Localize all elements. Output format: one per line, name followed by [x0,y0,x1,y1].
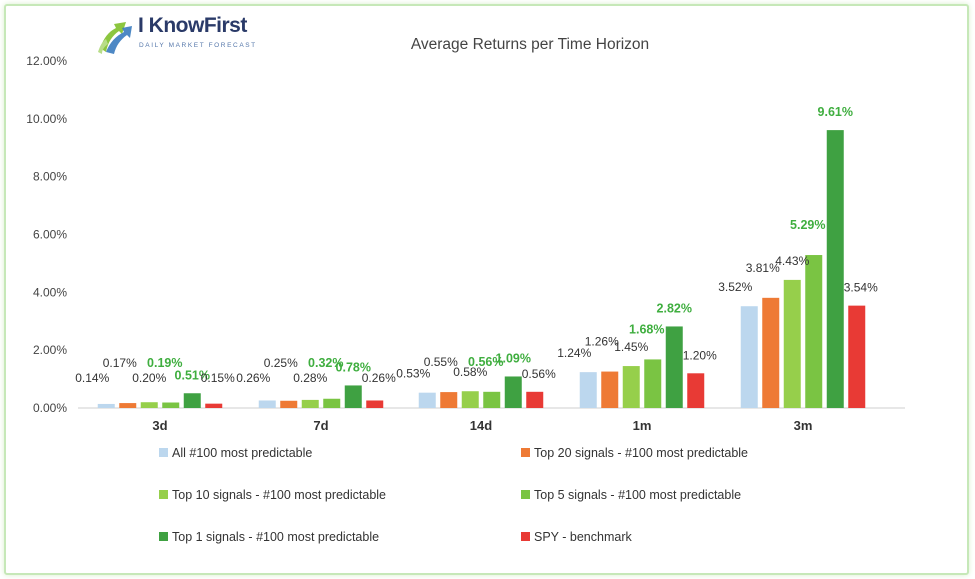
y-tick-label: 8.00% [33,170,67,184]
data-label: 3.54% [844,281,878,295]
data-label: 3.52% [718,280,752,294]
bar [301,399,319,408]
x-category-label: 3m [794,418,813,433]
y-axis: 0.00% 2.00% 4.00% 6.00% 8.00% 10.00% 12.00% [26,54,67,415]
legend-swatch [159,448,168,457]
bar [97,403,115,408]
legend-label: All #100 most predictable [172,446,313,460]
bar [526,391,544,408]
data-label: 1.68% [629,322,664,336]
legend-item: Top 20 signals - #100 most predictable [521,446,748,460]
legend-label: Top 1 signals - #100 most predictable [172,530,380,544]
legend-swatch [521,490,530,499]
data-label: 0.53% [396,367,430,381]
data-label: 0.55% [424,355,458,369]
data-label: 1.24% [557,346,591,360]
brand-logo [96,12,266,56]
bar [483,391,501,408]
bar [258,400,276,408]
data-label: 2.82% [657,301,692,315]
data-label: 4.43% [775,254,809,268]
data-label: 0.20% [132,371,166,385]
data-label: 0.17% [103,356,137,370]
bar [366,400,384,408]
bar [440,392,458,408]
y-tick-label: 4.00% [33,285,67,299]
brand-name: I KnowFirst [138,14,247,37]
data-label: 0.26% [362,371,396,385]
data-label: 0.25% [264,356,298,370]
data-label: 0.78% [336,360,371,374]
x-axis-categories: 3d 7d 14d 1m 3m [152,418,812,433]
x-category-label: 7d [313,418,328,433]
x-category-label: 3d [152,418,167,433]
legend-item: All #100 most predictable [159,446,312,460]
bar [162,402,180,408]
bar [826,130,844,408]
bar [783,279,801,408]
data-label: 0.26% [236,371,270,385]
bar [740,306,758,408]
bar [848,305,866,408]
data-label: 1.09% [496,351,531,365]
bar [205,403,223,408]
data-label: 0.19% [147,356,182,370]
bar [762,297,780,408]
data-label: 0.28% [293,371,327,385]
bar [665,326,683,408]
data-label: 9.61% [818,105,853,119]
data-label: 0.56% [522,367,556,381]
data-label: 0.51% [175,368,210,382]
bar-series: 0.14%0.17%0.20%0.19%0.51%0.15% 0.26%0.25%… [75,105,878,408]
bar [323,398,341,408]
legend-label: Top 20 signals - #100 most predictable [534,446,749,460]
legend-label: SPY - benchmark [534,530,632,544]
legend-label: Top 10 signals - #100 most predictable [172,488,387,502]
bar [418,392,436,408]
bar [579,372,597,408]
bar [805,255,823,408]
data-label: 0.15% [201,371,235,385]
legend-label: Top 5 signals - #100 most predictable [534,488,742,502]
y-tick-label: 12.00% [26,54,67,68]
legend-item: SPY - benchmark [521,530,632,544]
data-label: 1.45% [614,340,648,354]
bar [119,403,137,408]
legend-swatch [521,532,530,541]
data-label: 0.56% [468,355,503,369]
bar [687,373,705,408]
data-label: 0.32% [308,356,343,370]
y-tick-label: 0.00% [33,401,67,415]
data-label: 0.14% [75,371,109,385]
bar [622,366,640,408]
data-label: 3.81% [746,261,780,275]
x-category-label: 14d [470,418,492,433]
bar [344,385,362,408]
bar [504,376,522,408]
bar [140,402,158,408]
bar [644,359,662,408]
data-label: 0.58% [453,365,487,379]
y-tick-label: 2.00% [33,343,67,357]
bar [183,393,201,408]
data-label: 5.29% [790,218,825,232]
chart-title: Average Returns per Time Horizon [411,36,649,53]
legend-item: Top 5 signals - #100 most predictable [521,488,741,502]
y-tick-label: 10.00% [26,112,67,126]
legend-swatch [159,490,168,499]
bar [280,400,298,408]
y-tick-label: 6.00% [33,228,67,242]
data-label: 1.26% [585,335,619,349]
legend-item: Top 10 signals - #100 most predictable [159,488,386,502]
bar [461,391,479,408]
x-category-label: 1m [633,418,652,433]
bar [601,371,619,408]
legend-swatch [521,448,530,457]
brand-tagline: DAILY MARKET FORECAST [139,42,257,49]
legend-item: Top 1 signals - #100 most predictable [159,530,379,544]
legend-swatch [159,532,168,541]
arrow-logo-icon [98,22,132,54]
data-label: 1.20% [683,348,717,362]
